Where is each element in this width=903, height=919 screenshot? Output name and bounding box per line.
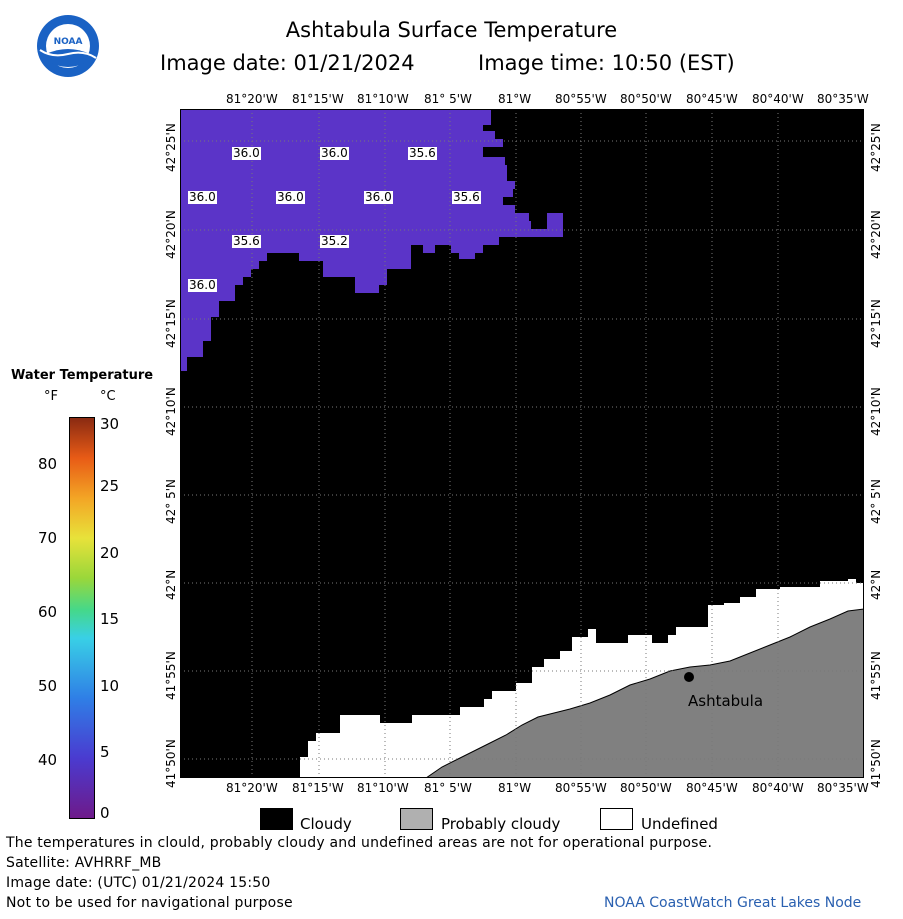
lon-label: 81° 5'W <box>424 781 472 795</box>
image-time: Image time: 10:50 (EST) <box>478 51 735 75</box>
legend-c-tick: 10 <box>100 677 120 695</box>
lon-label: 80°50'W <box>620 92 672 106</box>
legend-c-tick: 0 <box>100 804 110 822</box>
lon-label: 80°55'W <box>555 781 607 795</box>
lon-label: 80°40'W <box>752 92 804 106</box>
temp-label: 35.6 <box>408 146 437 160</box>
lat-label: 42° 5'N <box>164 479 178 524</box>
temp-label: 36.0 <box>232 146 261 160</box>
temp-label: 36.0 <box>364 190 393 204</box>
lat-label: 42°N <box>164 569 178 600</box>
temp-label: 35.2 <box>320 234 349 248</box>
lon-label: 81° 5'W <box>424 92 472 106</box>
lat-label: 41°55'N <box>869 651 883 700</box>
legend-f-tick: 60 <box>38 603 58 621</box>
legend-f-tick: 70 <box>38 529 58 547</box>
image-date: Image date: 01/21/2024 <box>160 51 415 75</box>
temperature-map <box>180 109 864 778</box>
footer-note: The temperatures in clould, probably clo… <box>6 835 713 851</box>
lat-label: 42°25'N <box>164 123 178 172</box>
city-label: Ashtabula <box>688 692 764 710</box>
lat-label: 42°10'N <box>164 387 178 436</box>
lat-label: 42° 5'N <box>869 479 883 524</box>
key-cloudy-swatch <box>260 808 293 830</box>
temp-label: 36.0 <box>188 278 217 292</box>
lat-label: 42°25'N <box>869 123 883 172</box>
lat-label: 42°20'N <box>869 210 883 259</box>
lat-label: 41°50'N <box>869 739 883 788</box>
footer-utc-date: Image date: (UTC) 01/21/2024 15:50 <box>6 875 271 891</box>
legend-c-tick: 5 <box>100 743 110 761</box>
lat-label: 41°55'N <box>164 651 178 700</box>
legend-c-tick: 25 <box>100 477 120 495</box>
logo-text: NOAA <box>54 37 83 47</box>
temp-label: 35.6 <box>452 190 481 204</box>
lon-label: 80°35'W <box>817 781 869 795</box>
legend-c-tick: 15 <box>100 610 120 628</box>
lat-label: 42°15'N <box>869 299 883 348</box>
temp-label: 36.0 <box>276 190 305 204</box>
key-cloudy-label: Cloudy <box>300 815 352 833</box>
lon-label: 81°10'W <box>357 781 409 795</box>
lon-label: 81°10'W <box>357 92 409 106</box>
footer-satellite: Satellite: AVHRRF_MB <box>6 855 162 871</box>
legend-c-tick: 20 <box>100 544 120 562</box>
legend-unit-c: °C <box>100 389 116 404</box>
legend-color-bar <box>69 417 95 819</box>
legend-title: Water Temperature <box>11 368 154 383</box>
page-title: Ashtabula Surface Temperature <box>285 18 618 42</box>
lon-label: 80°50'W <box>620 781 672 795</box>
lat-label: 42°N <box>869 569 883 600</box>
legend-f-tick: 40 <box>38 751 58 769</box>
lat-label: 42°15'N <box>164 299 178 348</box>
temp-label: 36.0 <box>320 146 349 160</box>
city-marker <box>684 672 694 682</box>
key-undefined-label: Undefined <box>641 815 718 833</box>
lon-label: 80°40'W <box>752 781 804 795</box>
legend-c-tick: 30 <box>100 415 120 433</box>
key-undefined-swatch <box>600 808 633 830</box>
legend-unit-f: °F <box>44 389 58 404</box>
lon-label: 80°55'W <box>555 92 607 106</box>
lat-label: 42°10'N <box>869 387 883 436</box>
lat-label: 42°20'N <box>164 210 178 259</box>
temp-label: 35.6 <box>232 234 261 248</box>
key-probably-cloudy-label: Probably cloudy <box>441 815 561 833</box>
water-area <box>180 109 563 371</box>
lon-label: 80°45'W <box>686 781 738 795</box>
legend-f-tick: 50 <box>38 677 58 695</box>
lon-label: 81°20'W <box>226 92 278 106</box>
lon-label: 80°35'W <box>817 92 869 106</box>
legend-f-tick: 80 <box>38 455 58 473</box>
lon-label: 81°15'W <box>292 781 344 795</box>
temp-label: 36.0 <box>188 190 217 204</box>
footer-nav-note: Not to be used for navigational purpose <box>6 895 293 911</box>
key-probably-cloudy-swatch <box>400 808 433 830</box>
lon-label: 81°20'W <box>226 781 278 795</box>
probably-cloudy-area <box>425 608 864 778</box>
noaa-logo: NOAA <box>37 15 99 77</box>
footer-credit: NOAA CoastWatch Great Lakes Node <box>604 895 862 911</box>
lon-label: 81°W <box>498 781 532 795</box>
lon-label: 81°15'W <box>292 92 344 106</box>
lon-label: 81°W <box>498 92 532 106</box>
lon-label: 80°45'W <box>686 92 738 106</box>
lat-label: 41°50'N <box>164 739 178 788</box>
